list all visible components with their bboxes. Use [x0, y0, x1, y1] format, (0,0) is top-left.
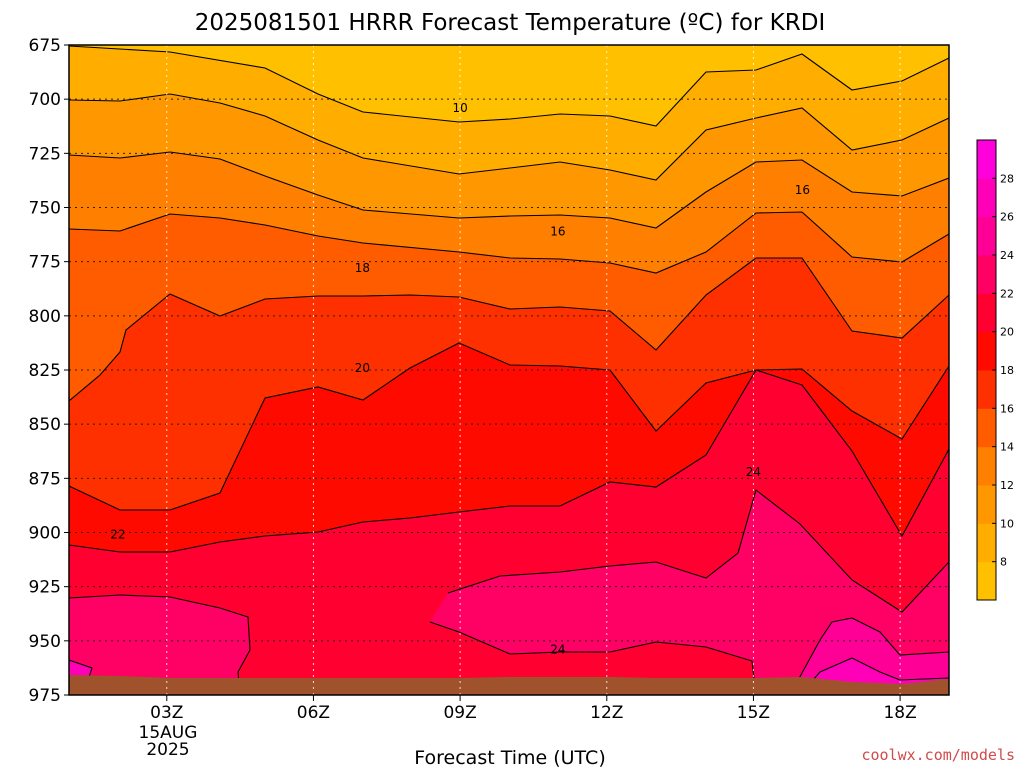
colorbar-tick-label: 20 [1000, 326, 1014, 339]
colorbar: 8 10 12 14 16 18 20 22 24 26 28 [976, 139, 1014, 601]
colorbar-segment [977, 293, 996, 333]
colorbar-segment [977, 561, 996, 601]
contour-label: 20 [355, 361, 370, 375]
colorbar-tick-label: 8 [1000, 556, 1007, 569]
x-tick-label: 03Z [150, 703, 183, 723]
x-tick-label: 12Z [590, 703, 623, 723]
y-tick-label: 975 [29, 686, 61, 706]
colorbar-tick-label: 24 [1000, 249, 1014, 262]
y-tick-label: 925 [29, 578, 61, 598]
y-tick-label: 775 [29, 253, 61, 273]
colorbar-segment [977, 331, 996, 371]
y-tick-label: 725 [29, 144, 61, 164]
colorbar-tick-label: 12 [1000, 479, 1014, 492]
band-22 [69, 490, 949, 695]
colorbar-segment [977, 255, 996, 294]
y-tick-label: 850 [29, 415, 61, 435]
colorbar-segment [977, 178, 996, 218]
y-tick-label: 700 [29, 90, 61, 110]
y-tick-label: 800 [29, 307, 61, 327]
contour-label: 22 [110, 528, 125, 542]
date-label-year: 2025 [146, 740, 189, 760]
colorbar-segment [977, 370, 996, 409]
x-tick-label: 06Z [297, 703, 330, 723]
colorbar-segment [977, 216, 996, 256]
x-axis-label: Forecast Time (UTC) [414, 747, 605, 768]
y-tick-label: 825 [29, 361, 61, 381]
plot-area: 10 16 16 18 20 22 24 24 [69, 45, 949, 695]
date-label-day: 15AUG [139, 723, 198, 743]
colorbar-segment [977, 408, 996, 448]
contour-lines [69, 45, 949, 695]
contour-label: 24 [550, 643, 565, 657]
colorbar-tick-label: 14 [1000, 441, 1014, 454]
colorbar-segment [977, 446, 996, 486]
colorbar-tick-label: 28 [1000, 172, 1014, 185]
x-axis: 03Z 06Z 09Z 12Z 15Z 18Z [150, 695, 917, 723]
x-tick-label: 15Z [737, 703, 770, 723]
contour-labels: 10 16 16 18 20 22 24 24 [110, 101, 810, 657]
credit-text: coolwx.com/models [861, 746, 1015, 764]
chart-title: 2025081501 HRRR Forecast Temperature (ºC… [195, 10, 825, 36]
contour-label: 24 [746, 465, 761, 479]
y-tick-label: 750 [29, 199, 61, 219]
colorbar-segment [977, 140, 996, 179]
colorbar-tick-label: 16 [1000, 402, 1014, 415]
contour-label: 16 [795, 183, 810, 197]
y-tick-label: 875 [29, 469, 61, 489]
colorbar-segment [977, 523, 996, 563]
colorbar-tick-label: 26 [1000, 211, 1014, 224]
x-tick-label: 18Z [883, 703, 916, 723]
contour-label: 18 [355, 261, 370, 275]
y-axis: 675 700 725 750 775 800 825 850 875 900 925 950 975 [29, 36, 69, 706]
colorbar-tick-label: 22 [1000, 287, 1014, 300]
y-tick-label: 675 [29, 36, 61, 56]
contour-label: 16 [550, 224, 565, 238]
ground-terrain [69, 675, 949, 695]
colorbar-segment [977, 485, 996, 524]
contour-label: 10 [452, 101, 467, 115]
colorbar-tick-label: 18 [1000, 364, 1014, 377]
colorbar-tick-label: 10 [1000, 517, 1014, 530]
y-tick-label: 900 [29, 524, 61, 544]
x-tick-label: 09Z [443, 703, 476, 723]
gridlines [69, 45, 949, 695]
y-tick-label: 950 [29, 632, 61, 652]
